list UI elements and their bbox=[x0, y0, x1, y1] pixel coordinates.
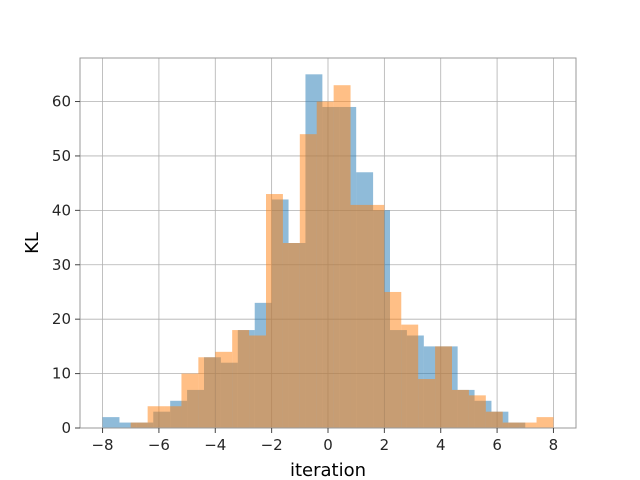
histogram-bar-series-2 bbox=[485, 411, 503, 428]
y-tick-label: 40 bbox=[52, 201, 71, 219]
y-tick-label: 60 bbox=[52, 93, 71, 111]
axis-ticks: −8 −6 −4 −2 0 2 4 6 8 0 10 20 30 40 50 60 bbox=[52, 93, 558, 454]
y-axis-label: KL bbox=[22, 232, 43, 254]
histogram-bar-series-2 bbox=[164, 406, 182, 428]
histogram-bar-series-2 bbox=[130, 422, 148, 428]
histogram-bar-series-2 bbox=[536, 417, 554, 428]
x-tick-label: −2 bbox=[261, 436, 283, 454]
x-tick-label: 6 bbox=[492, 436, 502, 454]
histogram-bar-series-1 bbox=[119, 422, 137, 428]
x-tick-label: −4 bbox=[204, 436, 226, 454]
histogram-bar-series-2 bbox=[299, 134, 317, 429]
histogram-bar-series-2 bbox=[333, 85, 351, 429]
x-tick-label: −6 bbox=[148, 436, 170, 454]
y-tick-label: 50 bbox=[52, 147, 71, 165]
histogram-bar-series-1 bbox=[102, 417, 120, 428]
histogram-bar-series-2 bbox=[418, 379, 436, 428]
histogram-bar-series-2 bbox=[367, 204, 385, 428]
histogram-bar-series-2 bbox=[198, 357, 216, 428]
histogram-bar-series-2 bbox=[452, 389, 469, 428]
histogram-bar-series-2 bbox=[519, 422, 537, 428]
histogram-bar-series-2 bbox=[147, 406, 165, 428]
histogram-bar-series-2 bbox=[232, 330, 250, 428]
y-tick-label: 10 bbox=[52, 365, 71, 383]
histogram-bar-series-2 bbox=[181, 373, 199, 428]
histogram-bar-series-2 bbox=[266, 194, 283, 428]
y-tick-label: 20 bbox=[52, 310, 71, 328]
x-tick-label: 8 bbox=[549, 436, 559, 454]
histogram-bar-series-2 bbox=[316, 101, 334, 428]
histogram-bar-series-2 bbox=[401, 324, 419, 428]
histogram-bar-series-2 bbox=[435, 346, 452, 428]
histogram-bar-series-2 bbox=[215, 351, 233, 428]
y-tick-label: 0 bbox=[61, 419, 71, 437]
histogram-bar-series-2 bbox=[350, 204, 368, 428]
x-tick-label: 0 bbox=[323, 436, 333, 454]
histogram-bar-series-2 bbox=[468, 395, 486, 428]
histogram-bar-series-2 bbox=[249, 335, 266, 428]
histogram-bar-series-2 bbox=[282, 243, 300, 428]
x-tick-label: −8 bbox=[91, 436, 113, 454]
x-axis-label: iteration bbox=[290, 460, 366, 480]
x-tick-label: 2 bbox=[380, 436, 390, 454]
histogram-bar-series-2 bbox=[384, 291, 402, 428]
histogram-bar-series-2 bbox=[502, 422, 520, 428]
x-tick-label: 4 bbox=[436, 436, 446, 454]
histogram-bars bbox=[102, 74, 554, 429]
y-tick-label: 30 bbox=[52, 256, 71, 274]
